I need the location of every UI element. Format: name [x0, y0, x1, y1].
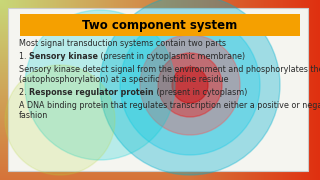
Text: 1.: 1.	[19, 52, 29, 61]
Text: (present in cytoplasm): (present in cytoplasm)	[154, 88, 247, 97]
Text: 2.: 2.	[19, 88, 29, 97]
Text: Most signal transduction systems contain two parts: Most signal transduction systems contain…	[19, 39, 226, 48]
Circle shape	[158, 53, 222, 117]
Text: (autophosphorylation) at a specific histidine residue: (autophosphorylation) at a specific hist…	[19, 75, 229, 84]
Circle shape	[172, 67, 208, 103]
Circle shape	[140, 35, 240, 135]
Text: Two component system: Two component system	[82, 19, 238, 32]
Text: (present in cytoplasmic membrane): (present in cytoplasmic membrane)	[98, 52, 245, 61]
FancyBboxPatch shape	[20, 14, 300, 36]
Circle shape	[25, 10, 175, 160]
Circle shape	[120, 15, 260, 155]
FancyBboxPatch shape	[8, 8, 308, 171]
Circle shape	[5, 65, 115, 175]
Circle shape	[100, 0, 280, 175]
Text: Sensory kinase: Sensory kinase	[29, 52, 98, 61]
Text: Sensory kinase detect signal from the environment and phosphorylates themselves: Sensory kinase detect signal from the en…	[19, 65, 320, 74]
Text: A DNA binding protein that regulates transcription either a positive or negative: A DNA binding protein that regulates tra…	[19, 101, 320, 110]
Text: Response regulator protein: Response regulator protein	[29, 88, 154, 97]
Text: fashion: fashion	[19, 111, 48, 120]
